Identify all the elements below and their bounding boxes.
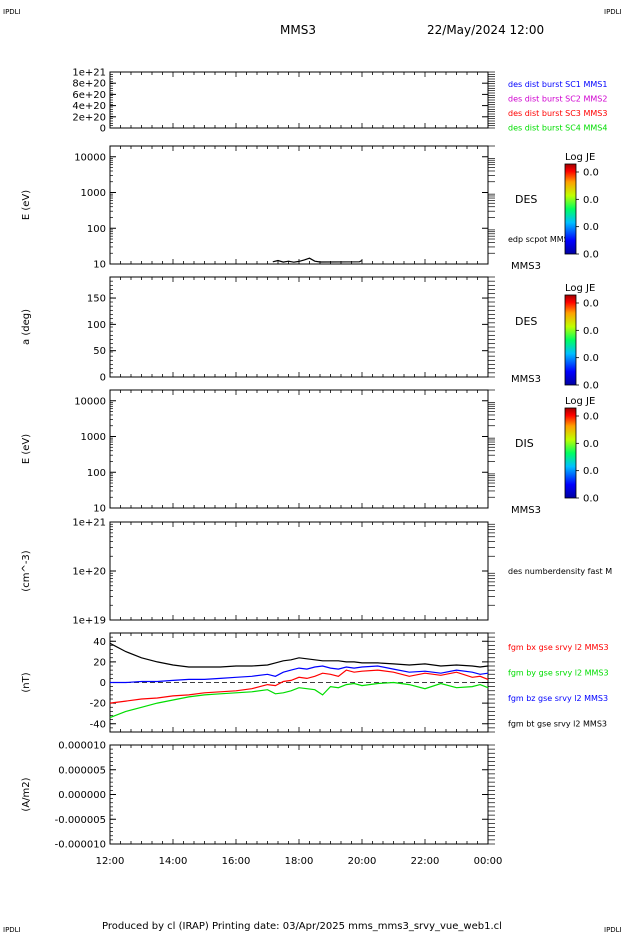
series-legend-label: fgm by gse srvy l2 MMS3 [508,669,609,678]
panel-frame-des_pitch [109,276,489,378]
colorbar-tick-label: 0.0 [583,222,599,233]
y-tick-label: 20 [93,657,106,668]
colorbar-tick-label: 0.0 [583,439,599,450]
y-tick-label: 0.000010 [58,741,106,752]
x-tick-label: 20:00 [348,856,377,867]
colorbar-tick-label: 0.0 [583,195,599,206]
instrument-label: DES [515,315,537,328]
y-tick-label: 1000 [81,188,106,199]
spacecraft-label: MMS3 [511,374,541,385]
y-tick-label: 50 [93,346,106,357]
y-tick-label: 0 [100,124,106,135]
overlay-label: edp scpot MMS3 [508,235,574,244]
y-axis-label: (nT) [21,672,32,692]
y-tick-label: 100 [87,468,106,479]
legend-entry: des dist burst SC3 MMS3 [508,109,607,118]
y-tick-label: 1000 [81,432,106,443]
colorbar-tick-label: 0.0 [583,250,599,261]
y-tick-label: 10 [93,504,106,515]
y-tick-label: 10000 [74,396,106,407]
legend-entry: des dist burst SC4 MMS4 [508,124,607,133]
legend-entry: des dist burst SC2 MMS2 [508,95,607,104]
spacecraft-label: MMS3 [511,261,541,272]
series-legend-label: fgm bt gse srvy l2 MMS3 [508,720,607,729]
panel-frame-density [109,521,489,621]
corner-label-top-right: IPDLI [604,8,622,16]
series-legend-label: fgm bz gse srvy l2 MMS3 [508,694,608,703]
y-tick-label: 1e+20 [72,567,106,578]
y-tick-label: 40 [93,637,106,648]
colorbar-tick-label: 0.0 [583,412,599,423]
colorbar [564,294,577,386]
y-tick-label: 2e+20 [72,112,106,123]
panel-frame-burst [109,71,489,129]
y-axis-label: E (eV) [21,190,32,220]
y-tick-label: 0.000005 [58,765,106,776]
series-line-3 [109,642,489,668]
footer-credits: Produced by cl (IRAP) Printing date: 03/… [102,921,502,932]
y-tick-label: 100 [87,320,106,331]
colorbar-tick-label: 0.0 [583,299,599,310]
y-tick-label: 1e+21 [72,518,106,529]
colorbar-tick-label: 0.0 [583,353,599,364]
y-axis-label: E (eV) [21,434,32,464]
x-tick-label: 00:00 [474,856,503,867]
x-tick-label: 12:00 [96,856,125,867]
spacecraft-label: MMS3 [511,505,541,516]
colorbar [564,163,577,255]
series-line-1 [109,681,489,719]
y-axis-label: (cm^-3) [21,550,32,591]
instrument-label: DES [515,193,537,206]
y-axis-label: (A/m2) [21,777,32,811]
corner-label-top-left: IPDLI [3,8,21,16]
y-tick-label: 0.000000 [58,790,106,801]
panel-frame-dis_energy [109,389,489,509]
x-tick-label: 14:00 [159,856,188,867]
colorbar [564,407,577,499]
y-tick-label: 10000 [74,152,106,163]
y-tick-label: 4e+20 [72,101,106,112]
y-tick-label: 10 [93,260,106,271]
legend-entry: des dist burst SC1 MMS1 [508,80,607,89]
legend-entry: des numberdensity fast M [508,567,612,576]
x-tick-label: 18:00 [285,856,314,867]
series-line-0 [109,669,489,704]
y-tick-label: -20 [90,699,106,710]
y-tick-label: 150 [87,294,106,305]
colorbar-tick-label: 0.0 [583,326,599,337]
plot-title: MMS3 [280,23,316,37]
colorbar-tick-label: 0.0 [583,168,599,179]
y-tick-label: 1e+19 [72,616,106,627]
panel-frame-des_energy [109,145,489,265]
colorbar-tick-label: 0.0 [583,466,599,477]
y-tick-label: 6e+20 [72,90,106,101]
x-tick-label: 16:00 [222,856,251,867]
panel-frame-current [109,744,489,845]
y-axis-label: a (deg) [21,309,32,345]
y-tick-label: -40 [90,719,106,730]
colorbar-tick-label: 0.0 [583,381,599,392]
y-tick-label: -0.000010 [55,840,106,851]
corner-label-bottom-right: IPDLI [604,926,622,934]
y-tick-label: 0 [100,678,106,689]
corner-label-bottom-left: IPDLI [3,926,21,934]
y-tick-label: 0 [100,373,106,384]
series-line-0 [272,257,363,263]
y-tick-label: 100 [87,224,106,235]
colorbar-tick-label: 0.0 [583,494,599,505]
colorbar-title: Log JE [565,396,595,407]
colorbar-title: Log JE [565,283,595,294]
y-tick-label: -0.000005 [55,815,106,826]
colorbar-title: Log JE [565,152,595,163]
plot-date: 22/May/2024 12:00 [427,23,544,37]
y-tick-label: 8e+20 [72,79,106,90]
instrument-label: DIS [515,437,534,450]
y-tick-label: 1e+21 [72,68,106,79]
series-line-2 [110,665,489,684]
series-legend-label: fgm bx gse srvy l2 MMS3 [508,643,609,652]
x-tick-label: 22:00 [411,856,440,867]
